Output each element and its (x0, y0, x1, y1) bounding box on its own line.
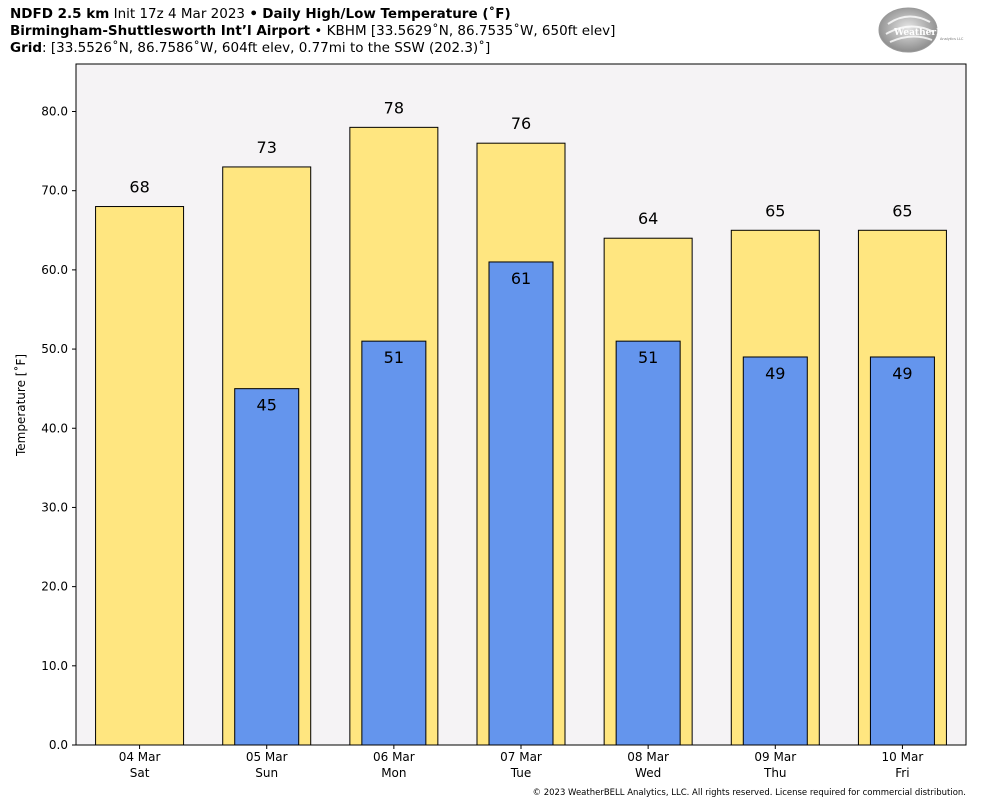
y-tick-label: 70.0 (41, 184, 68, 198)
x-tick-label-day: Wed (635, 766, 661, 780)
separator: • (249, 6, 258, 22)
high-temp-bar (95, 206, 185, 746)
model-name: NDFD 2.5 km (10, 6, 110, 22)
x-tick-label-date: 10 Mar (882, 750, 924, 764)
x-tick-label-date: 04 Mar (119, 750, 161, 764)
low-temp-value-label: 45 (257, 396, 277, 415)
header-line-model: NDFD 2.5 km Init 17z 4 Mar 2023 • Daily … (10, 6, 615, 23)
low-temp-value-label: 51 (638, 348, 658, 367)
high-temp-value-label: 65 (765, 201, 785, 220)
grid-label: Grid (10, 40, 43, 56)
product-title: Daily High/Low Temperature (˚F) (262, 6, 511, 22)
x-tick-label-date: 08 Mar (627, 750, 669, 764)
value-labels: 68 73 45 78 51 76 61 64 51 65 49 65 49 (129, 98, 912, 414)
x-tick-label-day: Sat (130, 766, 150, 780)
high-temp-value-label: 65 (892, 201, 912, 220)
logo-subtext: Analytics LLC (940, 37, 964, 41)
x-tick-label-day: Mon (381, 766, 406, 780)
x-axis: 04 Mar Sat 05 Mar Sun 06 Mar Mon 07 Mar Tue 08 M… (119, 745, 924, 780)
y-tick-label: 50.0 (41, 342, 68, 356)
y-tick-label: 80.0 (41, 105, 68, 119)
low-temp-bar (742, 356, 808, 746)
low-temp-bar (869, 356, 935, 746)
y-tick-label: 20.0 (41, 580, 68, 594)
copyright-notice: © 2023 WeatherBELL Analytics, LLC. All r… (532, 788, 966, 798)
low-temp-value-label: 49 (892, 364, 912, 383)
low-temp-value-label: 61 (511, 269, 531, 288)
header-line-station: Birmingham-Shuttlesworth Int’l Airport •… (10, 23, 615, 40)
x-tick-label-day: Tue (510, 766, 532, 780)
weatherbell-logo: WeatherBELL Analytics LLC (878, 7, 964, 53)
grid-detail: : [33.5526˚N, 86.7586˚W, 604ft elev, 0.7… (42, 40, 491, 56)
x-tick-label-date: 06 Mar (373, 750, 415, 764)
logo-text: WeatherBELL (893, 28, 964, 38)
low-temp-bar (361, 340, 427, 746)
chart-header: NDFD 2.5 km Init 17z 4 Mar 2023 • Daily … (10, 6, 615, 57)
high-temp-value-label: 78 (384, 98, 404, 117)
x-tick-label-day: Fri (895, 766, 909, 780)
header-line-grid: Grid: [33.5526˚N, 86.7586˚W, 604ft elev,… (10, 40, 615, 57)
separator: • (314, 23, 323, 39)
x-tick-label-date: 09 Mar (754, 750, 796, 764)
station-name: Birmingham-Shuttlesworth Int’l Airport (10, 23, 311, 39)
low-temp-bar (488, 261, 554, 746)
x-tick-label-day: Thu (763, 766, 787, 780)
high-temp-value-label: 76 (511, 114, 531, 133)
high-temp-value-label: 64 (638, 209, 658, 228)
x-tick-label-date: 07 Mar (500, 750, 542, 764)
y-axis-label: Temperature [˚F] (13, 354, 28, 457)
y-tick-label: 60.0 (41, 263, 68, 277)
y-tick-label: 0.0 (49, 738, 68, 752)
x-tick-label-date: 05 Mar (246, 750, 288, 764)
low-temp-bar (234, 388, 300, 746)
init-time: Init 17z 4 Mar 2023 (113, 6, 246, 22)
high-temp-value-label: 73 (257, 138, 277, 157)
low-temp-bar (615, 340, 681, 746)
station-detail: KBHM [33.5629˚N, 86.7535˚W, 650ft elev] (326, 23, 616, 39)
x-tick-label-day: Sun (255, 766, 278, 780)
low-temp-value-label: 51 (384, 348, 404, 367)
y-tick-label: 30.0 (41, 500, 68, 514)
y-tick-label: 40.0 (41, 421, 68, 435)
y-tick-label: 10.0 (41, 659, 68, 673)
low-temperature-series (234, 261, 935, 746)
low-temp-value-label: 49 (765, 364, 785, 383)
high-temp-value-label: 68 (129, 178, 149, 197)
